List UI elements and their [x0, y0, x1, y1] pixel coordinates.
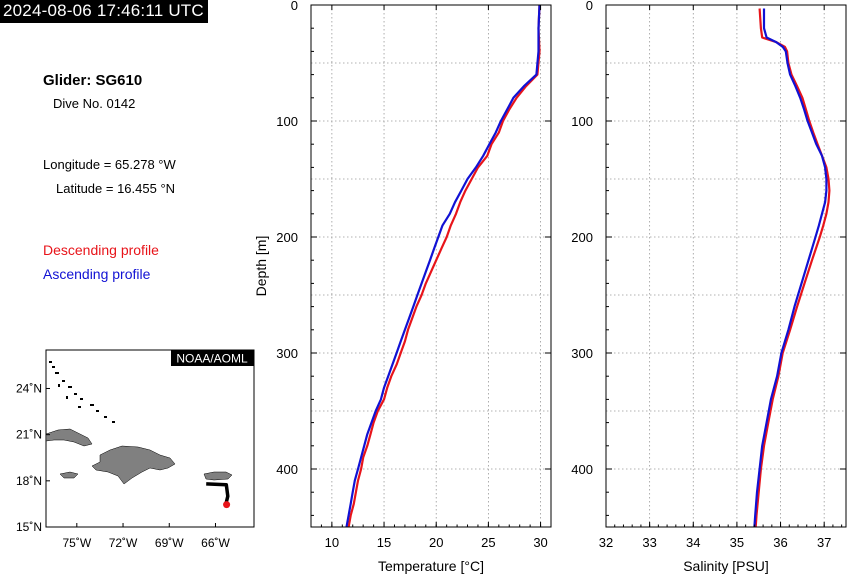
- map-lat-label: 15˚N: [16, 520, 42, 534]
- temperature-frame: [310, 4, 552, 528]
- glider-name: Glider: SG610: [43, 72, 143, 89]
- latitude-readout: Latitude = 16.455 °N: [56, 181, 176, 196]
- longitude-readout: Longitude = 65.278 °W: [43, 157, 176, 172]
- map-land: [46, 361, 233, 485]
- salinity-series-ascending: [753, 8, 828, 528]
- salinity-grid: [606, 5, 846, 527]
- puerto-rico-shape: [203, 471, 233, 481]
- cuba-shape: [46, 428, 93, 447]
- salinity-ytick-label: 300: [571, 346, 593, 361]
- map-badge: NOAA/AOML: [176, 352, 248, 366]
- map-lon-label: 75˚W: [62, 536, 91, 550]
- salinity-ytick-label: 0: [586, 0, 593, 13]
- map-lon-label: 66˚W: [201, 536, 230, 550]
- temperature-xtick-label: 30: [533, 535, 547, 550]
- bahamas-islands: [49, 361, 115, 423]
- salinity-series-descending: [754, 8, 831, 528]
- map-lon-label: 69˚W: [155, 536, 184, 550]
- map-lon-label: 72˚W: [109, 536, 138, 550]
- map-badge-bg: [171, 350, 254, 366]
- salinity-xtick-label: 33: [642, 535, 656, 550]
- salinity-xtick-label: 34: [686, 535, 700, 550]
- map-lat-label: 24˚N: [16, 381, 42, 395]
- salinity-ytick-label: 400: [571, 462, 593, 477]
- temperature-ytick-label: 300: [276, 346, 298, 361]
- legend-descending: Descending profile: [43, 242, 159, 258]
- temperature-ytick-label: 0: [291, 0, 298, 13]
- salinity-series: [753, 8, 831, 528]
- temperature-grid: [311, 5, 551, 527]
- salinity-chart: 32 33 34 35 36 37 0 100 200 300 400 Salinity [PSU]: [571, 0, 847, 574]
- depth-ylabel: Depth [m]: [253, 236, 269, 297]
- map-lat-label: 18˚N: [16, 474, 42, 488]
- salinity-frame: [605, 4, 847, 528]
- temperature-series: [345, 4, 541, 528]
- salinity-xtick-label: 32: [599, 535, 613, 550]
- temperature-ytick-label: 400: [276, 462, 298, 477]
- glider-position-marker: [223, 501, 231, 509]
- temperature-ytick-label: 200: [276, 230, 298, 245]
- temperature-series-ascending: [345, 4, 541, 528]
- location-map: NOAA/AOML 24˚N 21˚N 18˚N 15˚N 75˚W 72˚W 69˚W 66…: [16, 349, 255, 550]
- temperature-xtick-label: 15: [377, 535, 391, 550]
- temperature-xtick-label: 25: [481, 535, 495, 550]
- salinity-ticks: 32 33 34 35 36 37 0 100 200 300 400: [571, 0, 846, 550]
- salinity-xtick-label: 36: [773, 535, 787, 550]
- temperature-xtick-label: 20: [429, 535, 443, 550]
- salinity-xtick-label: 35: [730, 535, 744, 550]
- timestamp-label: 2024-08-06 17:46:11 UTC: [0, 0, 208, 23]
- temperature-series-descending: [347, 4, 541, 528]
- temperature-xtick-label: 10: [325, 535, 339, 550]
- temperature-xlabel: Temperature [°C]: [378, 558, 484, 574]
- hispaniola-shape: [91, 445, 176, 485]
- salinity-xlabel: Salinity [PSU]: [683, 558, 769, 574]
- salinity-ytick-label: 100: [571, 114, 593, 129]
- jamaica-shape: [59, 471, 79, 479]
- map-lat-label: 21˚N: [16, 428, 42, 442]
- salinity-xtick-label: 37: [817, 535, 831, 550]
- legend-ascending: Ascending profile: [43, 266, 151, 282]
- temperature-ytick-label: 100: [276, 114, 298, 129]
- map-axis-ticks: 24˚N 21˚N 18˚N 15˚N 75˚W 72˚W 69˚W 66˚W: [16, 381, 231, 550]
- salinity-ytick-label: 200: [571, 230, 593, 245]
- glider-track: [206, 482, 230, 503]
- dive-number: Dive No. 0142: [53, 96, 136, 111]
